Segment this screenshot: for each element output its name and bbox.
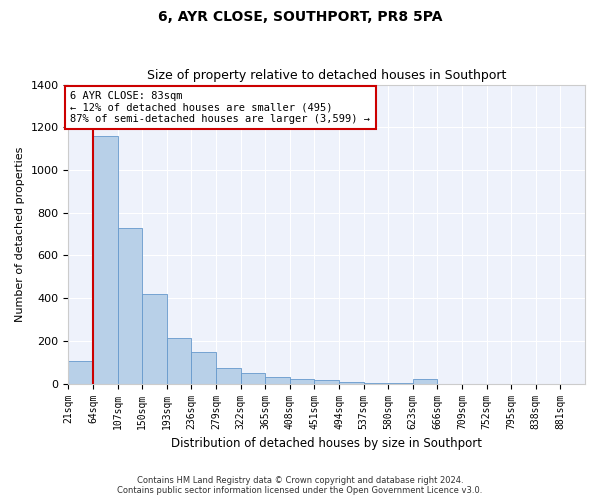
- Bar: [216, 368, 241, 384]
- Title: Size of property relative to detached houses in Southport: Size of property relative to detached ho…: [147, 69, 506, 82]
- Bar: [388, 382, 413, 384]
- Y-axis label: Number of detached properties: Number of detached properties: [15, 146, 25, 322]
- Bar: [364, 382, 388, 384]
- Text: 6 AYR CLOSE: 83sqm
← 12% of detached houses are smaller (495)
87% of semi-detach: 6 AYR CLOSE: 83sqm ← 12% of detached hou…: [70, 91, 370, 124]
- Text: Contains HM Land Registry data © Crown copyright and database right 2024.
Contai: Contains HM Land Registry data © Crown c…: [118, 476, 482, 495]
- Bar: [191, 352, 216, 384]
- Bar: [241, 373, 265, 384]
- Bar: [142, 294, 167, 384]
- Bar: [93, 136, 118, 384]
- Bar: [314, 380, 339, 384]
- X-axis label: Distribution of detached houses by size in Southport: Distribution of detached houses by size …: [171, 437, 482, 450]
- Bar: [167, 338, 191, 384]
- Text: 6, AYR CLOSE, SOUTHPORT, PR8 5PA: 6, AYR CLOSE, SOUTHPORT, PR8 5PA: [158, 10, 442, 24]
- Bar: [68, 362, 93, 384]
- Bar: [339, 382, 364, 384]
- Bar: [413, 380, 437, 384]
- Bar: [290, 380, 314, 384]
- Bar: [265, 378, 290, 384]
- Bar: [118, 228, 142, 384]
